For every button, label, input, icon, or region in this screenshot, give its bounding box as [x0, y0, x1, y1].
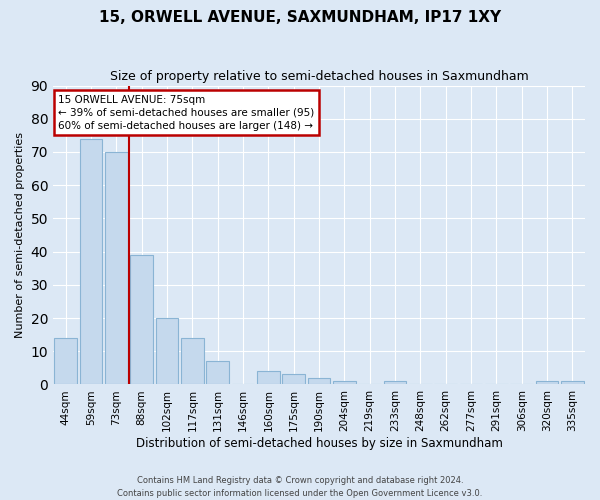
- Bar: [105, 152, 128, 384]
- Y-axis label: Number of semi-detached properties: Number of semi-detached properties: [15, 132, 25, 338]
- Bar: [333, 381, 356, 384]
- Text: 15, ORWELL AVENUE, SAXMUNDHAM, IP17 1XY: 15, ORWELL AVENUE, SAXMUNDHAM, IP17 1XY: [99, 10, 501, 25]
- X-axis label: Distribution of semi-detached houses by size in Saxmundham: Distribution of semi-detached houses by …: [136, 437, 502, 450]
- Bar: [257, 371, 280, 384]
- Bar: [383, 381, 406, 384]
- Bar: [130, 255, 153, 384]
- Title: Size of property relative to semi-detached houses in Saxmundham: Size of property relative to semi-detach…: [110, 70, 529, 83]
- Bar: [561, 381, 584, 384]
- Bar: [55, 338, 77, 384]
- Bar: [80, 138, 103, 384]
- Bar: [181, 338, 204, 384]
- Text: 15 ORWELL AVENUE: 75sqm
← 39% of semi-detached houses are smaller (95)
60% of se: 15 ORWELL AVENUE: 75sqm ← 39% of semi-de…: [58, 94, 314, 131]
- Bar: [308, 378, 331, 384]
- Bar: [155, 318, 178, 384]
- Bar: [536, 381, 559, 384]
- Bar: [206, 361, 229, 384]
- Bar: [282, 374, 305, 384]
- Text: Contains HM Land Registry data © Crown copyright and database right 2024.
Contai: Contains HM Land Registry data © Crown c…: [118, 476, 482, 498]
